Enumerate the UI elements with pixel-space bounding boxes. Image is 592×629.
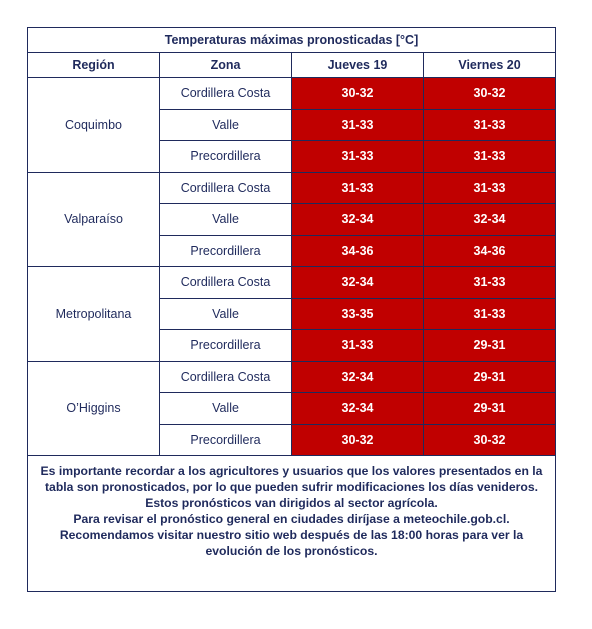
temperature-cell: 31-33 bbox=[291, 171, 424, 204]
temperature-cell: 32-34 bbox=[291, 392, 424, 425]
table-row: Precordillera 34-36 34-36 bbox=[28, 234, 556, 267]
table-row: O’Higgins Cordillera Costa 32-34 29-31 bbox=[27, 360, 556, 456]
temperature-cell: 34-36 bbox=[423, 234, 556, 267]
temperature-cell: 31-33 bbox=[291, 140, 424, 173]
table-row: Coquimbo Cordillera Costa 30-32 30-32 bbox=[27, 77, 556, 173]
temperature-cell: 32-34 bbox=[291, 203, 424, 236]
temperature-cell: 29-31 bbox=[423, 329, 556, 362]
table-row: Precordillera 31-33 31-33 bbox=[28, 140, 556, 173]
temperature-cell: 31-33 bbox=[423, 171, 556, 204]
zone-cell: Valle bbox=[159, 297, 292, 330]
temperature-cell: 32-34 bbox=[423, 203, 556, 236]
table-row: Valle 32-34 29-31 bbox=[28, 392, 556, 425]
temperature-cell: 34-36 bbox=[291, 234, 424, 267]
temperature-cell: 32-34 bbox=[291, 266, 424, 299]
zone-cell: Valle bbox=[159, 392, 292, 425]
temperature-cell: 31-33 bbox=[423, 140, 556, 173]
zone-cell: Precordillera bbox=[159, 329, 292, 362]
temperature-cell: 32-34 bbox=[291, 360, 424, 393]
zone-cell: Cordillera Costa bbox=[159, 77, 292, 110]
forecast-table: Temperaturas máximas pronosticadas [°C] … bbox=[27, 27, 556, 456]
column-header: Zona bbox=[159, 52, 292, 78]
region-cell: O’Higgins bbox=[27, 360, 160, 456]
note-box: Es importante recordar a los agricultore… bbox=[27, 456, 556, 592]
region-cell: Coquimbo bbox=[27, 77, 160, 173]
temperature-cell: 30-32 bbox=[423, 77, 556, 110]
column-header: Jueves 19 bbox=[291, 52, 424, 78]
temperature-cell: 30-32 bbox=[291, 77, 424, 110]
table-row: Precordillera 30-32 30-32 bbox=[28, 423, 556, 456]
temperature-cell: 29-31 bbox=[423, 392, 556, 425]
title-row: Temperaturas máximas pronosticadas [°C] bbox=[27, 27, 556, 53]
note-paragraph: Recomendamos visitar nuestro sitio web d… bbox=[59, 528, 524, 558]
table-body: Coquimbo Cordillera Costa 30-32 30-32 Valle 3… bbox=[27, 77, 556, 456]
column-header: Región bbox=[27, 52, 160, 78]
table-row: Valle 32-34 32-34 bbox=[28, 203, 556, 236]
table-head: Temperaturas máximas pronosticadas [°C] … bbox=[27, 27, 556, 78]
temperature-cell: 30-32 bbox=[423, 423, 556, 456]
temperature-cell: 29-31 bbox=[423, 360, 556, 393]
table-row: Valparaíso Cordillera Costa 31-33 31-33 bbox=[27, 171, 556, 267]
note-paragraph: Es importante recordar a los agricultore… bbox=[40, 464, 543, 510]
temperature-cell: 31-33 bbox=[423, 108, 556, 141]
region-cell: Metropolitana bbox=[27, 266, 160, 362]
header-row: Región Zona Jueves 19 Viernes 20 bbox=[27, 52, 556, 78]
table-row: Valle 31-33 31-33 bbox=[28, 108, 556, 141]
note-paragraph: Para revisar el pronóstico general en ci… bbox=[73, 512, 510, 526]
table-row: Precordillera 31-33 29-31 bbox=[28, 329, 556, 362]
temperature-cell: 33-35 bbox=[291, 297, 424, 330]
zone-cell: Valle bbox=[159, 108, 292, 141]
temperature-cell: 31-33 bbox=[423, 297, 556, 330]
column-header: Viernes 20 bbox=[423, 52, 556, 78]
temperature-cell: 31-33 bbox=[291, 108, 424, 141]
region-cell: Valparaíso bbox=[27, 171, 160, 267]
zone-cell: Precordillera bbox=[159, 423, 292, 456]
table-title: Temperaturas máximas pronosticadas [°C] bbox=[27, 27, 556, 53]
zone-cell: Precordillera bbox=[159, 140, 292, 173]
temperature-cell: 31-33 bbox=[291, 329, 424, 362]
zone-cell: Cordillera Costa bbox=[159, 360, 292, 393]
zone-cell: Precordillera bbox=[159, 234, 292, 267]
zone-cell: Cordillera Costa bbox=[159, 171, 292, 204]
temperature-cell: 30-32 bbox=[291, 423, 424, 456]
zone-cell: Cordillera Costa bbox=[159, 266, 292, 299]
table-row: Valle 33-35 31-33 bbox=[28, 297, 556, 330]
table-row: Metropolitana Cordillera Costa 32-34 31-33 bbox=[27, 266, 556, 362]
zone-cell: Valle bbox=[159, 203, 292, 236]
temperature-cell: 31-33 bbox=[423, 266, 556, 299]
